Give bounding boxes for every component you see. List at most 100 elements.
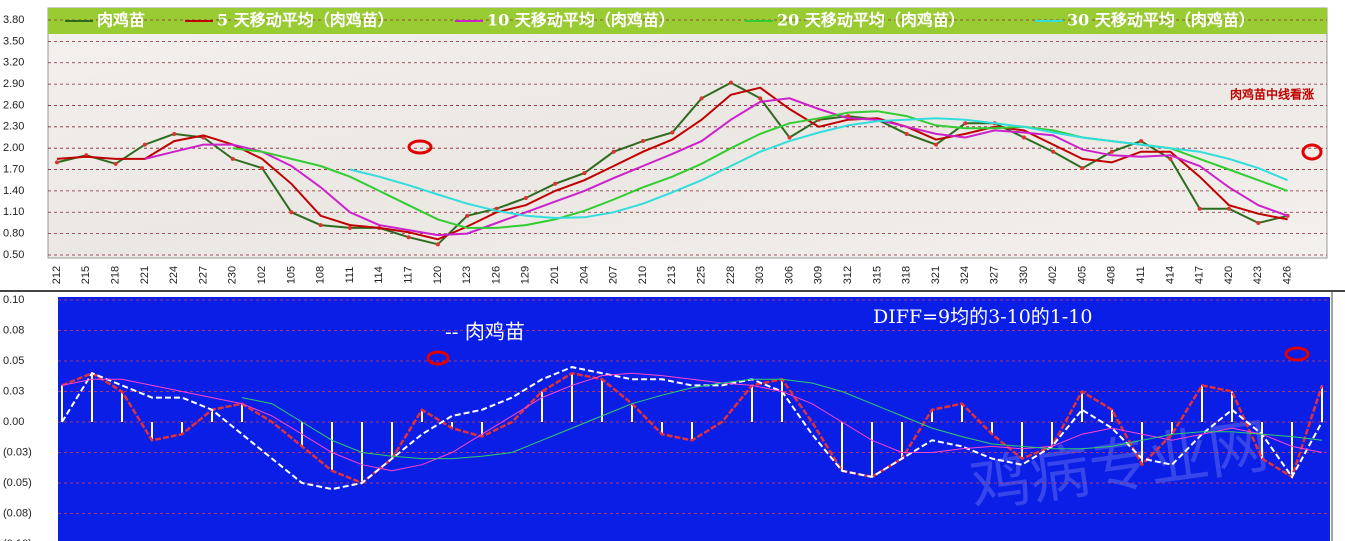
series-line	[241, 378, 1323, 460]
top-plot-area	[47, 7, 1328, 259]
series-line	[56, 86, 1288, 241]
x-tick-label: 221	[139, 266, 151, 284]
marker-oval	[407, 139, 433, 155]
x-tick-label: 327	[989, 266, 1001, 284]
y-tick-label: (0.10)	[3, 538, 32, 541]
x-tick-label: 120	[432, 266, 444, 284]
y-tick-label: 1.40	[3, 185, 24, 197]
x-tick-label: 420	[1223, 266, 1235, 284]
y-tick-label: (0.05)	[3, 477, 32, 489]
y-tick-label: (0.08)	[3, 507, 32, 519]
x-tick-label: 129	[520, 266, 532, 284]
data-point	[787, 135, 792, 140]
x-tick-label: 204	[578, 266, 590, 284]
x-tick-label: 212	[51, 266, 63, 284]
data-point	[55, 160, 59, 165]
histogram-edge	[61, 371, 1324, 485]
x-tick-label: 315	[871, 266, 883, 284]
data-point	[728, 80, 733, 85]
x-tick-label: 228	[725, 266, 737, 284]
data-point	[318, 223, 323, 228]
data-point	[113, 161, 118, 166]
data-point	[1021, 135, 1026, 140]
x-tick-label: 114	[373, 266, 385, 284]
y-tick-label: 0.05	[3, 355, 24, 367]
data-point	[641, 139, 645, 144]
y-tick-label: (0.03)	[3, 446, 32, 458]
x-tick-label: 423	[1252, 266, 1264, 284]
bottom-plot-area	[58, 297, 1330, 541]
x-tick-label: 210	[637, 266, 649, 284]
y-tick-label: 2.00	[3, 142, 24, 154]
x-tick-label: 321	[930, 266, 942, 284]
legend-label: 5 天移动平均（肉鸡苗）	[217, 11, 394, 30]
data-point	[1168, 156, 1173, 161]
formula: DIFF=9均的3-10的1-10	[873, 306, 1092, 328]
x-tick-label: 111	[344, 267, 356, 284]
x-tick-label: 303	[754, 266, 766, 284]
x-tick-label: 201	[549, 266, 561, 284]
marker-oval	[1301, 143, 1323, 161]
x-tick-label: 207	[608, 266, 620, 284]
legend-label: 10 天移动平均（肉鸡苗）	[487, 11, 675, 30]
data-point	[934, 142, 938, 147]
series-line	[349, 117, 1288, 220]
y-tick-label: 1.70	[3, 163, 24, 175]
data-point	[1197, 206, 1202, 211]
series-line	[144, 97, 1288, 237]
x-tick-label: 108	[315, 266, 327, 284]
data-point	[406, 235, 411, 240]
series-line	[61, 372, 1323, 472]
y-tick-label: 3.50	[3, 35, 24, 47]
legend-text: -- 肉鸡苗	[445, 320, 525, 344]
x-tick-label: 318	[901, 266, 913, 284]
data-point	[1080, 166, 1085, 171]
y-tick-label: 1.10	[3, 206, 24, 218]
data-point	[758, 96, 763, 101]
data-point	[1256, 220, 1261, 225]
x-tick-label: 312	[842, 266, 854, 284]
x-tick-label: 126	[490, 266, 502, 284]
x-tick-label: 324	[959, 266, 971, 284]
x-tick-label: 105	[285, 266, 297, 284]
data-point	[465, 213, 470, 218]
y-tick-label: 0.80	[3, 228, 24, 240]
x-tick-label: 411	[1135, 266, 1147, 284]
x-tick-label: 414	[1164, 266, 1176, 284]
data-point	[963, 121, 968, 126]
y-tick-label: 0.10	[3, 294, 24, 306]
legend-label: 20 天移动平均（肉鸡苗）	[777, 11, 965, 30]
x-tick-label: 117	[403, 266, 415, 284]
y-tick-label: 2.90	[3, 78, 24, 90]
x-tick-label: 213	[666, 266, 678, 284]
x-tick-label: 225	[696, 266, 708, 284]
x-tick-label: 408	[1106, 266, 1118, 284]
data-point	[523, 196, 528, 201]
y-tick-label: 0.00	[3, 416, 24, 428]
data-point	[230, 156, 235, 161]
marker-oval	[1284, 346, 1310, 362]
data-point	[582, 171, 587, 176]
data-point	[172, 131, 177, 136]
data-point	[904, 131, 909, 136]
legend-label: 肉鸡苗	[97, 11, 145, 30]
x-tick-label: 215	[80, 266, 92, 284]
x-tick-label: 218	[110, 266, 122, 284]
x-tick-label: 426	[1282, 266, 1294, 284]
data-point	[1051, 149, 1056, 154]
data-point	[142, 142, 147, 147]
annotation: 肉鸡苗中线看涨	[1230, 87, 1314, 102]
x-tick-label: 405	[1076, 266, 1088, 284]
x-tick-label: 402	[1047, 266, 1059, 284]
data-point	[670, 130, 675, 135]
x-tick-label: 227	[197, 266, 209, 284]
x-tick-label: 102	[256, 266, 268, 284]
y-tick-label: 2.60	[3, 99, 24, 111]
series-line	[61, 366, 1323, 491]
legend-band	[48, 8, 1327, 34]
x-tick-label: 309	[813, 266, 825, 284]
data-point	[699, 96, 704, 101]
y-tick-label: 3.80	[3, 14, 24, 26]
x-tick-label: 306	[783, 266, 795, 284]
